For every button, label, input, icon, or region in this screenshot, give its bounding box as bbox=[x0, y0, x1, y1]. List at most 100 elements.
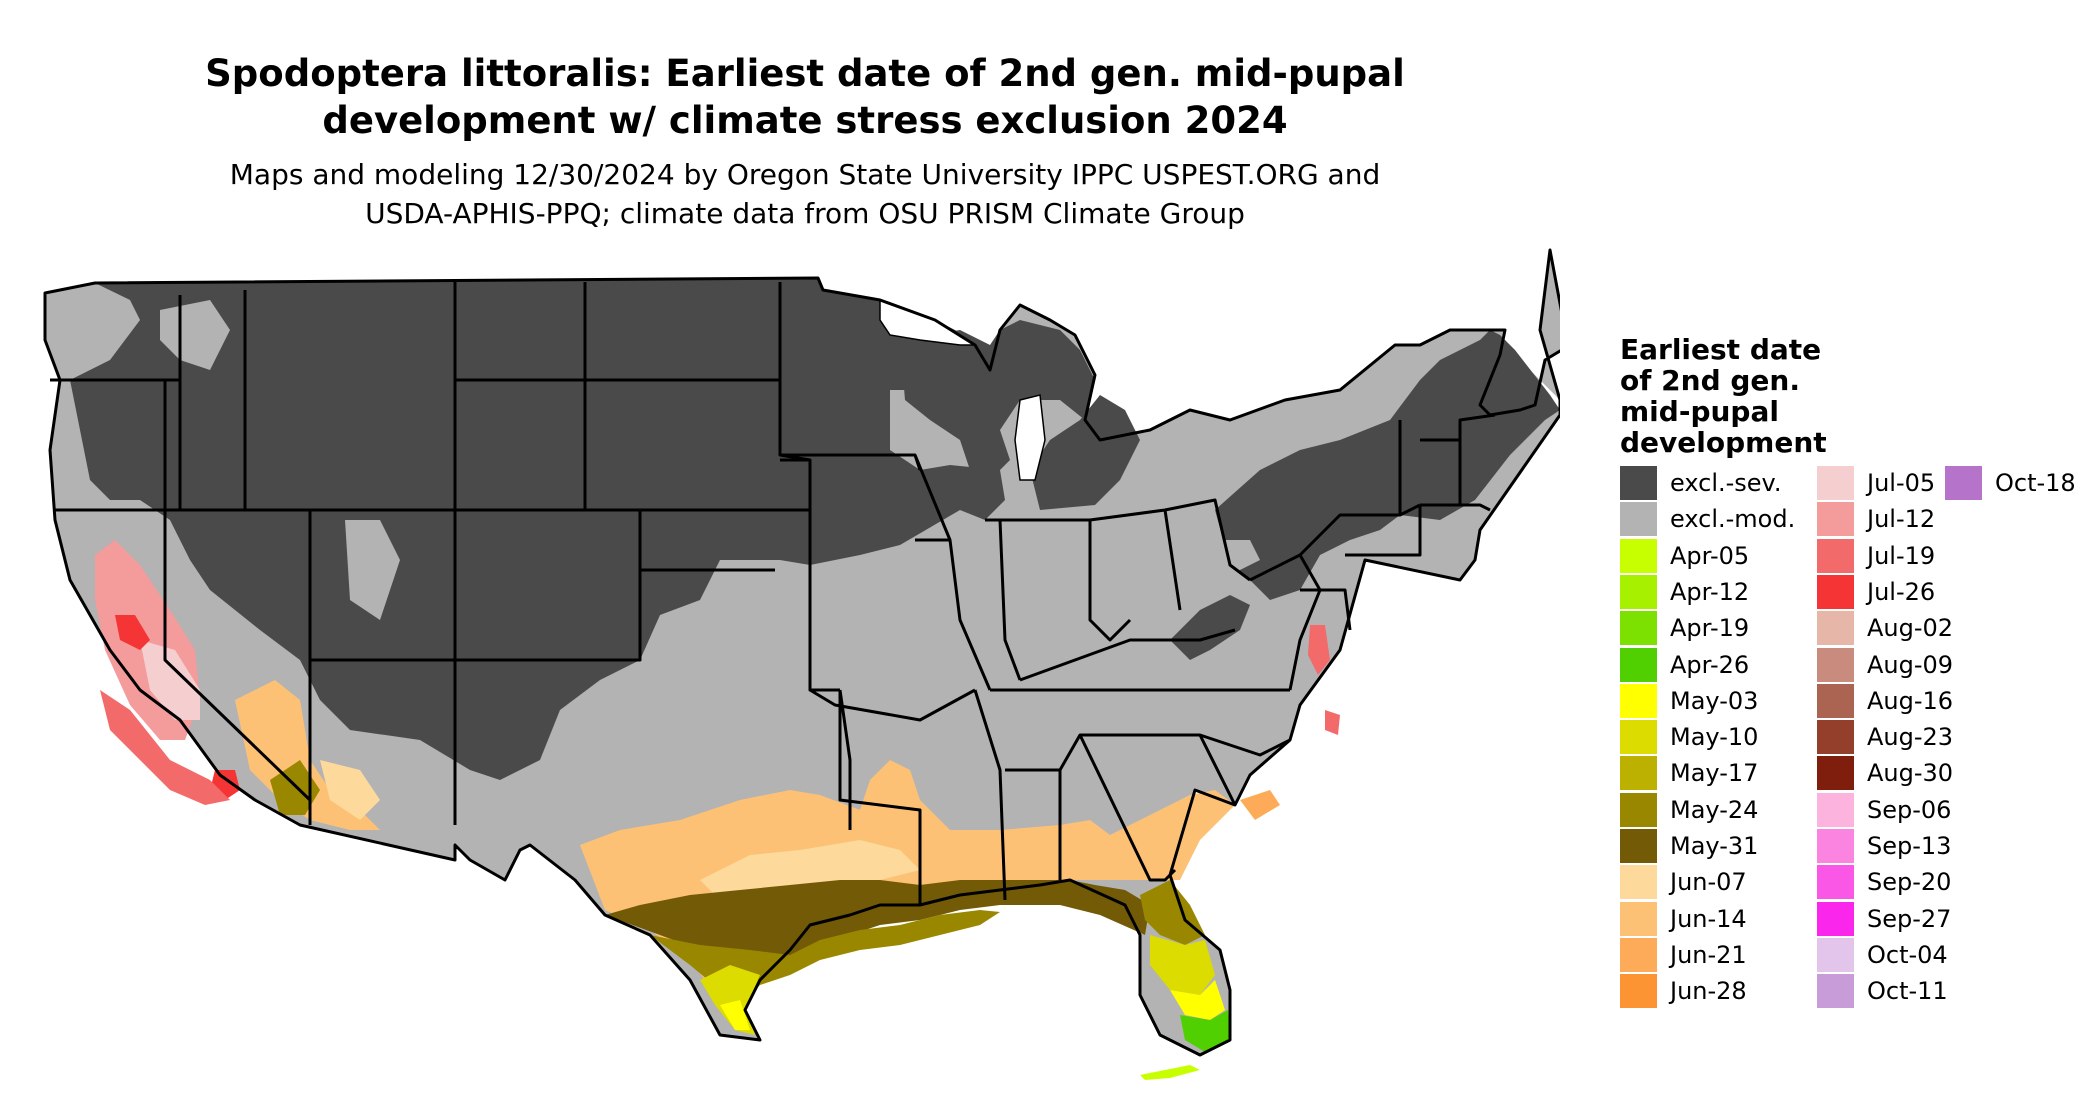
legend-label: Sep-06 bbox=[1867, 795, 1952, 824]
map-subtitle-line-2: USDA-APHIS-PPQ; climate data from OSU PR… bbox=[365, 197, 1245, 230]
legend-label: Apr-12 bbox=[1670, 577, 1750, 606]
legend-item: Oct-18 bbox=[1945, 466, 2076, 500]
ca-socal-pink bbox=[100, 690, 230, 805]
southeast-orange bbox=[1240, 790, 1280, 820]
legend-title-line: of 2nd gen. bbox=[1620, 364, 1800, 397]
legend-swatch bbox=[1620, 502, 1657, 537]
legend-item: Apr-12 bbox=[1620, 574, 1750, 609]
legend-title-line: development bbox=[1620, 426, 1827, 459]
legend-item: Sep-27 bbox=[1817, 901, 1952, 936]
legend-item: Aug-09 bbox=[1817, 647, 1953, 682]
legend-item: Jun-21 bbox=[1620, 937, 1747, 972]
excl-moderate-ut bbox=[345, 520, 400, 620]
legend-swatch bbox=[1620, 865, 1657, 900]
legend-item: Apr-19 bbox=[1620, 611, 1750, 646]
legend-item: May-24 bbox=[1620, 792, 1759, 827]
legend-label: Aug-16 bbox=[1867, 686, 1954, 715]
legend-swatch bbox=[1817, 720, 1854, 755]
legend-item: Jul-05 bbox=[1817, 466, 1935, 500]
legend-swatch bbox=[1817, 502, 1854, 537]
map-subtitle-line-1: Maps and modeling 12/30/2024 by Oregon S… bbox=[229, 158, 1381, 191]
legend-label: Apr-19 bbox=[1670, 614, 1750, 643]
florida-yellow bbox=[1170, 980, 1225, 1020]
legend-label: Oct-11 bbox=[1867, 977, 1948, 1006]
legend-item: May-31 bbox=[1620, 829, 1758, 863]
florida-keys bbox=[1140, 1065, 1200, 1080]
legend-swatch bbox=[1817, 865, 1854, 900]
legend-swatch bbox=[1817, 792, 1854, 827]
legend-label: Apr-26 bbox=[1670, 650, 1750, 679]
legend-swatch bbox=[1817, 466, 1854, 500]
lake-michigan bbox=[1014, 394, 1046, 481]
legend-swatch bbox=[1620, 974, 1657, 1009]
legend-label: Jul-26 bbox=[1867, 577, 1936, 606]
legend-label: Aug-30 bbox=[1867, 759, 1954, 788]
legend-swatch bbox=[1945, 466, 1982, 500]
map-title-line-1: Spodoptera littoralis: Earliest date of … bbox=[205, 52, 1405, 95]
legend-label: Apr-05 bbox=[1670, 541, 1750, 570]
map-subtitle: Maps and modeling 12/30/2024 by Oregon S… bbox=[70, 155, 1540, 233]
legend-item: Oct-11 bbox=[1817, 974, 1948, 1009]
legend-label: Jul-05 bbox=[1867, 469, 1936, 497]
legend-swatch bbox=[1817, 901, 1854, 936]
state-borders bbox=[43, 248, 1560, 1057]
excl-moderate-wa bbox=[160, 300, 230, 370]
chesapeake-pink bbox=[1308, 625, 1340, 735]
legend-label: Aug-02 bbox=[1867, 614, 1954, 643]
legend-item: Aug-02 bbox=[1817, 611, 1954, 646]
legend-swatch bbox=[1620, 647, 1657, 682]
legend-swatch bbox=[1817, 756, 1854, 791]
legend-label: May-31 bbox=[1670, 832, 1759, 860]
legend-title: Earliest date of 2nd gen. mid-pupal deve… bbox=[1620, 334, 1860, 458]
ca-desert-orange bbox=[235, 680, 380, 830]
legend-item: May-03 bbox=[1620, 683, 1759, 718]
legend-label: May-03 bbox=[1670, 686, 1759, 715]
excl-severe-region bbox=[70, 278, 1005, 780]
legend-swatch bbox=[1620, 937, 1657, 972]
legend-swatch bbox=[1817, 538, 1854, 573]
legend-item: May-17 bbox=[1620, 756, 1758, 791]
legend-item: Sep-13 bbox=[1817, 829, 1951, 863]
gulf-olive-dark bbox=[605, 880, 1150, 960]
legend-label: Jun-21 bbox=[1670, 940, 1747, 969]
legend-swatch bbox=[1817, 611, 1854, 646]
legend-item: Aug-23 bbox=[1817, 720, 1953, 755]
legend-item: Apr-26 bbox=[1620, 647, 1750, 682]
legend-label: Jun-14 bbox=[1670, 904, 1747, 933]
legend-swatch bbox=[1817, 937, 1854, 972]
legend-label: Sep-20 bbox=[1867, 868, 1952, 897]
legend-label: Sep-13 bbox=[1867, 832, 1952, 860]
legend-swatch bbox=[1817, 974, 1854, 1009]
legend-item: Apr-05 bbox=[1620, 538, 1750, 573]
legend-swatch bbox=[1620, 466, 1657, 500]
legend-label: Oct-18 bbox=[1995, 469, 2076, 497]
legend-swatch bbox=[1620, 901, 1657, 936]
legend-label: Jul-19 bbox=[1867, 541, 1936, 570]
excl-severe-appalachia bbox=[1170, 595, 1250, 660]
legend-item: Jun-14 bbox=[1620, 901, 1747, 936]
legend-swatch bbox=[1620, 792, 1657, 827]
legend-label: Jul-12 bbox=[1867, 505, 1936, 534]
legend-swatch bbox=[1817, 683, 1854, 718]
legend-item: Jul-12 bbox=[1817, 502, 1936, 537]
legend-swatch bbox=[1817, 647, 1854, 682]
legend-label: Oct-04 bbox=[1867, 940, 1948, 969]
legend-label: May-24 bbox=[1670, 795, 1759, 824]
legend-swatch bbox=[1620, 538, 1657, 573]
florida-yellow-olive bbox=[1150, 935, 1215, 995]
ca-valley-light-pink bbox=[140, 640, 200, 720]
legend-swatch bbox=[1620, 683, 1657, 718]
legend-swatch bbox=[1620, 574, 1657, 609]
legend-swatch bbox=[1620, 611, 1657, 646]
florida-green bbox=[1180, 1010, 1230, 1052]
legend-item: Sep-06 bbox=[1817, 792, 1952, 827]
legend-label: Sep-27 bbox=[1867, 904, 1952, 933]
legend-item: excl.-mod. bbox=[1620, 502, 1795, 537]
legend-item: Aug-30 bbox=[1817, 756, 1954, 791]
legend-label: excl.-sev. bbox=[1670, 469, 1782, 497]
south-light-tan bbox=[700, 840, 920, 900]
map-title-line-2: development w/ climate stress exclusion … bbox=[322, 99, 1288, 142]
legend-item: Oct-04 bbox=[1817, 937, 1948, 972]
florida-olive bbox=[1140, 880, 1205, 945]
legend-label: May-10 bbox=[1670, 723, 1759, 752]
